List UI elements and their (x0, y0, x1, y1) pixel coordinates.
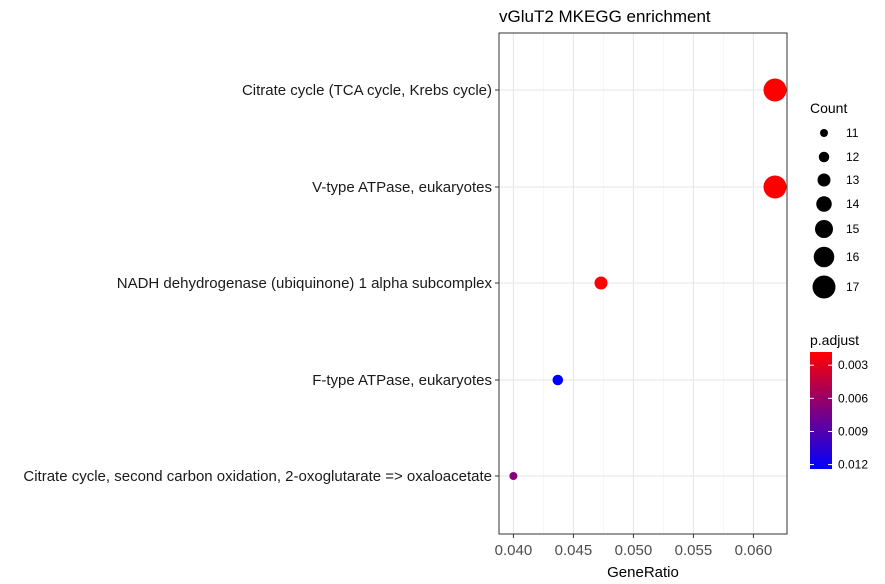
data-point (509, 472, 518, 480)
p-adjust-legend-label: 0.006 (838, 391, 868, 405)
p-adjust-legend-label: 0.012 (838, 458, 868, 472)
count-legend-label: 17 (846, 280, 860, 294)
p-adjust-colorbar (810, 352, 832, 469)
count-legend-key (816, 196, 832, 212)
chart-title: vGluT2 MKEGG enrichment (499, 7, 711, 26)
count-legend-label: 16 (846, 250, 860, 264)
p-adjust-legend-label: 0.003 (838, 358, 868, 372)
x-axis-title: GeneRatio (607, 564, 679, 581)
x-tick-label: 0.055 (675, 542, 713, 559)
y-axis-labels: Citrate cycle (TCA cycle, Krebs cycle) V-… (23, 82, 499, 485)
data-point (763, 78, 787, 102)
x-axis: 0.040 0.045 0.050 0.055 0.060 (495, 534, 773, 559)
count-legend-label: 13 (846, 173, 860, 187)
data-point (552, 374, 564, 386)
y-tick-label: F-type ATPase, eukaryotes (312, 372, 492, 389)
count-legend-key (813, 246, 835, 268)
data-point (594, 276, 608, 290)
x-tick-label: 0.045 (555, 542, 593, 559)
count-legend-label: 15 (846, 222, 860, 236)
data-point (763, 175, 787, 199)
p-adjust-legend-title: p.adjust (810, 332, 859, 348)
count-legend-key (818, 151, 830, 163)
x-tick-label: 0.050 (615, 542, 653, 559)
count-legend-key (815, 220, 833, 238)
count-legend-title: Count (810, 100, 847, 116)
count-legend-key (817, 173, 831, 187)
count-legend-label: 12 (846, 150, 860, 164)
count-legend-key (820, 129, 828, 137)
p-adjust-legend: p.adjust 0.003 0.006 0.009 0.012 (810, 332, 868, 472)
count-legend-label: 11 (846, 126, 859, 140)
x-tick-label: 0.060 (735, 542, 773, 559)
p-adjust-legend-label: 0.009 (838, 424, 868, 438)
x-tick-label: 0.040 (495, 542, 533, 559)
count-legend-key (812, 275, 836, 299)
count-legend-label: 14 (846, 197, 860, 211)
y-tick-label: Citrate cycle, second carbon oxidation, … (23, 468, 492, 485)
y-tick-label: V-type ATPase, eukaryotes (312, 179, 492, 196)
plot-panel (498, 32, 788, 535)
count-legend: Count 11 12 13 14 15 16 17 (810, 100, 860, 299)
y-tick-label: NADH dehydrogenase (ubiquinone) 1 alpha … (117, 275, 493, 292)
y-tick-label: Citrate cycle (TCA cycle, Krebs cycle) (242, 82, 492, 99)
